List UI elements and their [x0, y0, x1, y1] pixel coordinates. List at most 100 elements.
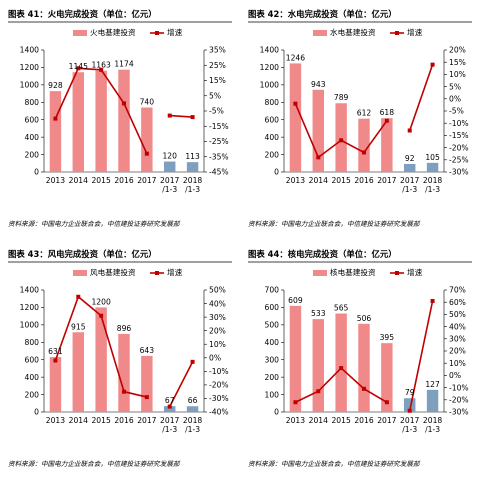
legend-bar-swatch [73, 30, 87, 36]
y-tick-label: 1400 [20, 46, 39, 55]
y2-tick-label: -20% [449, 396, 469, 405]
chart-panel-wind: 图表 43：风电完成投资（单位：亿元） 0 200 400 600 800 1000 1200… [0, 240, 240, 480]
chart-title: 图表 41：火电完成投资（单位：亿元） [8, 9, 157, 19]
bar [289, 305, 302, 412]
y-tick-label: 200 [25, 390, 40, 399]
bar-value-label: 1200 [91, 297, 110, 306]
growth-point [190, 359, 195, 364]
y-tick-label: 400 [25, 133, 40, 142]
y2-tick-label: 5% [449, 82, 461, 91]
legend-bar-label: 风电基建投资 [90, 267, 136, 277]
x-tick-label: 2015 [331, 176, 350, 185]
x-tick-label: 2017 [160, 416, 179, 425]
legend-line-label: 增速 [407, 27, 423, 37]
growth-point [144, 395, 149, 400]
bar-value-label: 1246 [286, 53, 305, 62]
growth-point [122, 101, 126, 106]
growth-point [339, 366, 344, 371]
bar-value-label: 612 [357, 109, 372, 118]
x-tick-label: 2014 [69, 416, 88, 425]
y-tick-label: 1400 [260, 46, 279, 55]
chart-svg: 图表 41：火电完成投资（单位：亿元） 0 200 400 600 800 1000 1200… [8, 9, 232, 228]
bar [289, 63, 302, 172]
x-tick-label-sub: /1-3 [162, 425, 177, 434]
y2-tick-label: 60% [449, 298, 466, 307]
legend-line-marker [155, 271, 159, 275]
bar [381, 343, 393, 412]
legend-line-marker [155, 31, 159, 35]
growth-line-quarter [169, 114, 193, 118]
y-tick-label: 800 [25, 338, 40, 347]
bar [186, 406, 199, 412]
source-note: 资料来源：中国电力企业联合会，中信建投证券研究发展部 [8, 220, 181, 228]
x-tick-label: 2016 [354, 176, 373, 185]
growth-point [99, 67, 104, 72]
bar [95, 307, 107, 412]
growth-point [384, 118, 389, 123]
bar-value-label: 789 [334, 93, 349, 102]
chart-panel-hydro: 图表 42：水电完成投资（单位：亿元） 0 200 400 600 800 1000 1200… [240, 0, 480, 240]
y-tick-label: 300 [265, 355, 280, 364]
chart-title: 图表 43：风电完成投资（单位：亿元） [8, 249, 157, 259]
y-tick-label: 200 [265, 373, 280, 382]
bar-value-label: 533 [311, 309, 326, 318]
legend-line-marker [395, 271, 399, 275]
y2-tick-label: -10% [449, 383, 469, 392]
y2-tick-label: 10% [449, 359, 466, 368]
x-tick-label: 2013 [46, 176, 65, 185]
bar [426, 389, 439, 412]
legend-bar-swatch [313, 270, 327, 276]
x-tick-label: 2017 [377, 176, 396, 185]
bar-value-label: 565 [334, 304, 349, 313]
bar-value-label: 1145 [69, 62, 88, 71]
chart-title: 图表 44：核电完成投资（单位：亿元） [248, 249, 397, 259]
y-tick-label: 1000 [20, 81, 39, 90]
y2-tick-label: -20% [209, 381, 229, 390]
x-tick-label-sub: /1-3 [185, 185, 200, 194]
bar [164, 161, 176, 172]
y-tick-label: 0 [34, 408, 39, 417]
x-tick-label: 2018 [183, 416, 202, 425]
x-tick-label: 2017 [160, 176, 179, 185]
y2-tick-label: 30% [449, 335, 466, 344]
y2-tick-label: 50% [449, 310, 466, 319]
y-tick-label: 600 [25, 355, 40, 364]
x-tick-label: 2014 [69, 176, 88, 185]
growth-point [76, 294, 81, 299]
bar-value-label: 66 [188, 396, 198, 405]
x-tick-label-sub: /1-3 [425, 185, 440, 194]
chart-panel-nuclear: 图表 44：核电完成投资（单位：亿元） 0 100 200 300 400 500 600 70… [240, 240, 480, 480]
growth-line-quarter [408, 300, 434, 411]
x-tick-label: 2013 [286, 416, 305, 425]
x-tick-label-sub: /1-3 [402, 425, 417, 434]
y2-tick-label: 35% [209, 46, 226, 55]
chart-svg: 图表 44：核电完成投资（单位：亿元） 0 100 200 300 400 500 600 70… [248, 249, 472, 468]
x-tick-label: 2014 [309, 176, 328, 185]
y-tick-label: 0 [274, 408, 279, 417]
growth-point [293, 400, 298, 405]
y2-tick-label: -25% [449, 156, 469, 165]
y-tick-label: 400 [25, 373, 40, 382]
x-tick-label: 2017 [377, 416, 396, 425]
y-tick-label: 600 [265, 115, 280, 124]
growth-point [190, 115, 195, 120]
y2-tick-label: 5% [209, 91, 221, 100]
legend-line-label: 增速 [167, 27, 183, 37]
y2-tick-label: -5% [449, 107, 464, 116]
y-tick-label: 1200 [260, 63, 279, 72]
y-tick-label: 1200 [20, 63, 39, 72]
bar [404, 163, 416, 172]
growth-point [339, 138, 344, 143]
bar-value-label: 105 [425, 153, 440, 162]
x-tick-label: 2017 [137, 416, 156, 425]
x-tick-label: 2018 [423, 176, 442, 185]
growth-line-quarter [408, 64, 434, 131]
y-tick-label: 800 [25, 98, 40, 107]
y-tick-label: 0 [34, 168, 39, 177]
y2-tick-label: -30% [449, 408, 469, 417]
bar-value-label: 618 [380, 108, 395, 117]
y2-tick-label: 50% [209, 286, 226, 295]
legend-bar-swatch [313, 30, 327, 36]
x-tick-label: 2018 [183, 176, 202, 185]
growth-point [407, 128, 412, 133]
